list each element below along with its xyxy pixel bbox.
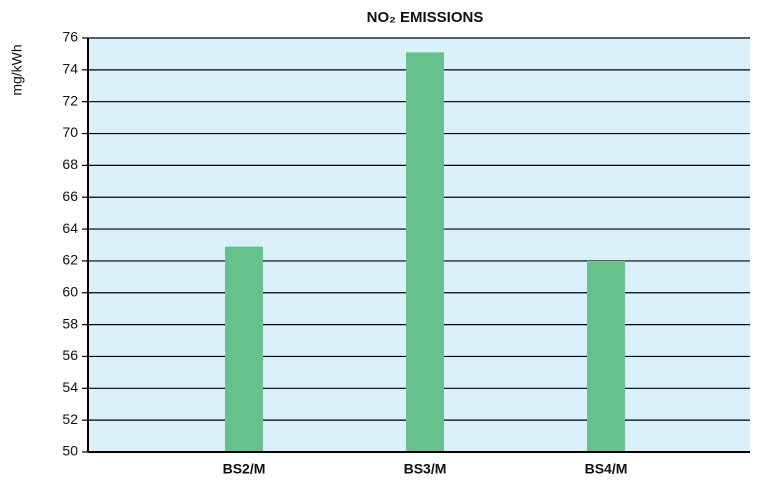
bar [587, 260, 625, 452]
y-tick-label: 56 [62, 347, 78, 363]
y-tick-label: 58 [62, 315, 78, 331]
x-tick-label: BS4/M [585, 461, 628, 477]
y-tick-label: 52 [62, 411, 78, 427]
y-axis-label: mg/kWh [9, 44, 25, 95]
bar [225, 246, 263, 452]
y-tick-label: 64 [62, 220, 78, 236]
y-tick-label: 74 [62, 61, 78, 77]
y-tick-label: 62 [62, 252, 78, 268]
bar [406, 52, 444, 452]
x-tick-label: BS3/M [404, 461, 447, 477]
y-tick-label: 76 [62, 29, 78, 45]
y-tick-label: 50 [62, 443, 78, 459]
y-tick-label: 60 [62, 283, 78, 299]
y-tick-label: 68 [62, 156, 78, 172]
y-tick-label: 66 [62, 188, 78, 204]
x-tick-label: BS2/M [223, 461, 266, 477]
y-tick-label: 72 [62, 92, 78, 108]
y-tick-label: 70 [62, 124, 78, 140]
chart-title: NO₂ EMISSIONS [367, 9, 484, 26]
y-tick-label: 54 [62, 379, 78, 395]
